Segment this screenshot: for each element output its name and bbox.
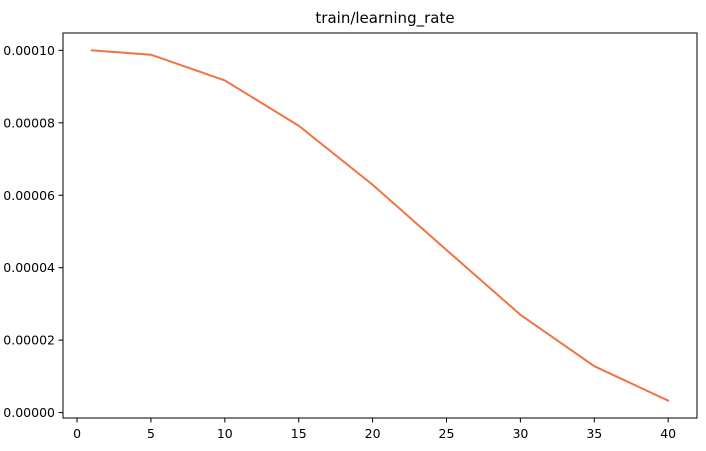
chart-title: train/learning_rate bbox=[315, 9, 454, 28]
series-line-0 bbox=[90, 49, 670, 402]
x-tick-label: 25 bbox=[439, 426, 455, 441]
y-tick-label: 0.00004 bbox=[3, 260, 55, 275]
x-tick-label: 30 bbox=[512, 426, 528, 441]
y-tick-label: 0.00002 bbox=[3, 333, 55, 348]
x-tick-label: 20 bbox=[365, 426, 381, 441]
x-tick-label: 5 bbox=[147, 426, 155, 441]
axes-frame bbox=[62, 32, 698, 419]
x-tick-label: 15 bbox=[291, 426, 307, 441]
y-tick-label: 0.00000 bbox=[3, 405, 55, 420]
x-tick-label: 10 bbox=[217, 426, 233, 441]
x-tick-label: 35 bbox=[586, 426, 602, 441]
x-tick-label: 40 bbox=[660, 426, 676, 441]
y-tick-label: 0.00008 bbox=[3, 115, 55, 130]
x-tick-label: 0 bbox=[73, 426, 81, 441]
y-tick-label: 0.00006 bbox=[3, 188, 55, 203]
plot-area: 0 5 10 15 20 25 30 35 40 0.00000 0.00002 0.00004 0.0… bbox=[3, 32, 698, 441]
y-tick-label: 0.00010 bbox=[3, 43, 55, 58]
